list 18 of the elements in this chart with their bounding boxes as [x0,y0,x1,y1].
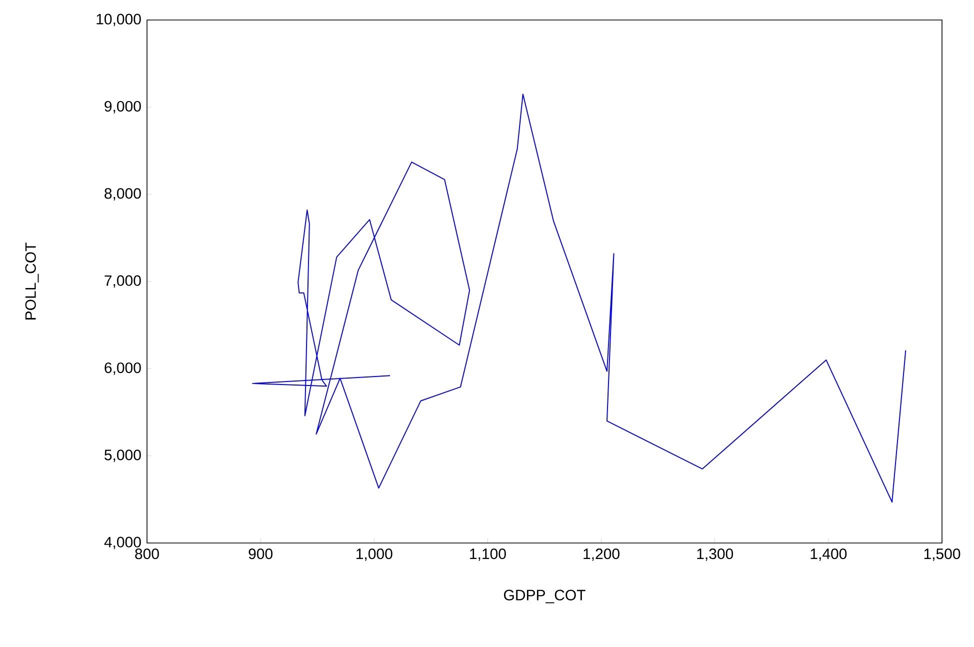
line-series [252,94,906,503]
y-tick-label: 9,000 [104,100,141,114]
y-tick-label: 6,000 [104,362,141,375]
y-tick-label: 4,000 [104,536,141,550]
x-tick-label: 900 [248,548,272,560]
x-axis-title: GDPP_COT [504,590,586,604]
x-tick-label: 1,200 [584,548,620,561]
y-axis-title: POLL_COT [25,242,39,320]
x-tick-label: 1,500 [924,548,960,561]
x-tick-label: 1,400 [810,548,847,561]
y-tick-label: 5,000 [104,450,141,462]
y-tick-label: 7,000 [104,275,141,288]
x-tick-label: 1,000 [356,548,392,561]
y-tick-label: 8,000 [104,188,141,201]
x-tick-label: 1,100 [470,548,506,561]
x-tick-label: 800 [135,548,159,560]
x-tick-label: 1,300 [697,548,734,561]
y-tick-label: 10,000 [96,14,141,26]
